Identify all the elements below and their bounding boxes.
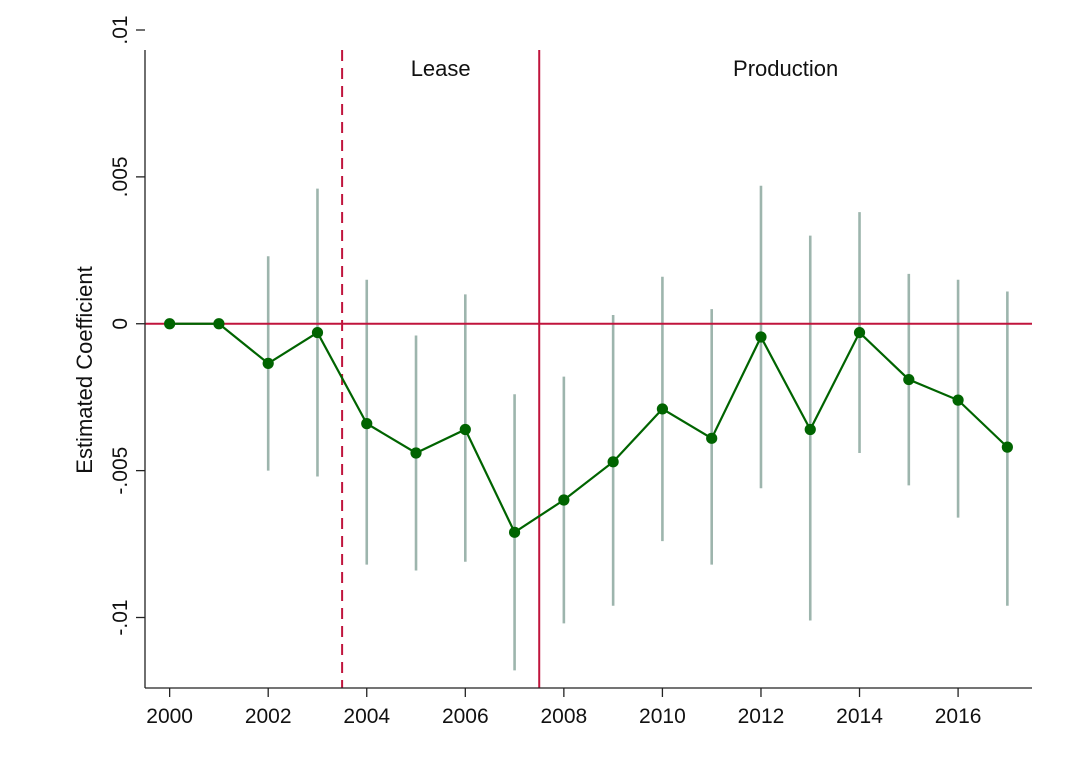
x-tick-label: 2006 — [442, 705, 489, 728]
confidence-intervals — [266, 185, 1009, 671]
data-point — [558, 494, 570, 506]
x-tick-label: 2010 — [639, 705, 686, 728]
data-point — [656, 403, 669, 415]
series-line — [169, 322, 1009, 534]
y-axis-title: Estimated Coefficient — [72, 266, 97, 473]
y-tick-label: .005 — [109, 156, 132, 197]
y-tick-label: -.005 — [109, 447, 132, 495]
region-label: Production — [733, 56, 838, 81]
data-point — [459, 423, 471, 436]
x-tick-label: 2004 — [343, 705, 390, 728]
axes: 2000 2002 2004 2006 2008 2010 2012 2014 2016 -.01… — [109, 15, 1032, 728]
data-point — [1001, 441, 1013, 453]
data-point — [262, 357, 274, 370]
data-point — [213, 318, 225, 330]
data-point — [804, 423, 816, 436]
data-point — [755, 331, 767, 343]
region-label: Lease — [411, 56, 471, 81]
x-tick-label: 2002 — [245, 705, 292, 728]
data-point — [164, 318, 176, 330]
y-tick-label: .01 — [109, 15, 132, 44]
data-point — [853, 326, 866, 339]
x-tick-label: 2016 — [935, 705, 982, 728]
data-point — [607, 456, 619, 468]
coefficient-series — [164, 318, 1013, 538]
data-point — [311, 326, 324, 339]
x-tick-label: 2000 — [146, 705, 193, 728]
y-tick-label: -.01 — [109, 599, 132, 635]
x-tick-label: 2008 — [541, 705, 588, 728]
y-tick-label: 0 — [109, 318, 132, 330]
data-point — [508, 526, 521, 538]
x-tick-label: 2012 — [738, 705, 785, 728]
data-point — [952, 394, 964, 406]
data-point — [706, 432, 718, 444]
reference-lines: Lease Production — [145, 50, 1032, 688]
data-point — [903, 373, 915, 386]
data-point — [361, 418, 373, 430]
data-point — [410, 447, 422, 459]
x-tick-label: 2014 — [836, 705, 883, 728]
